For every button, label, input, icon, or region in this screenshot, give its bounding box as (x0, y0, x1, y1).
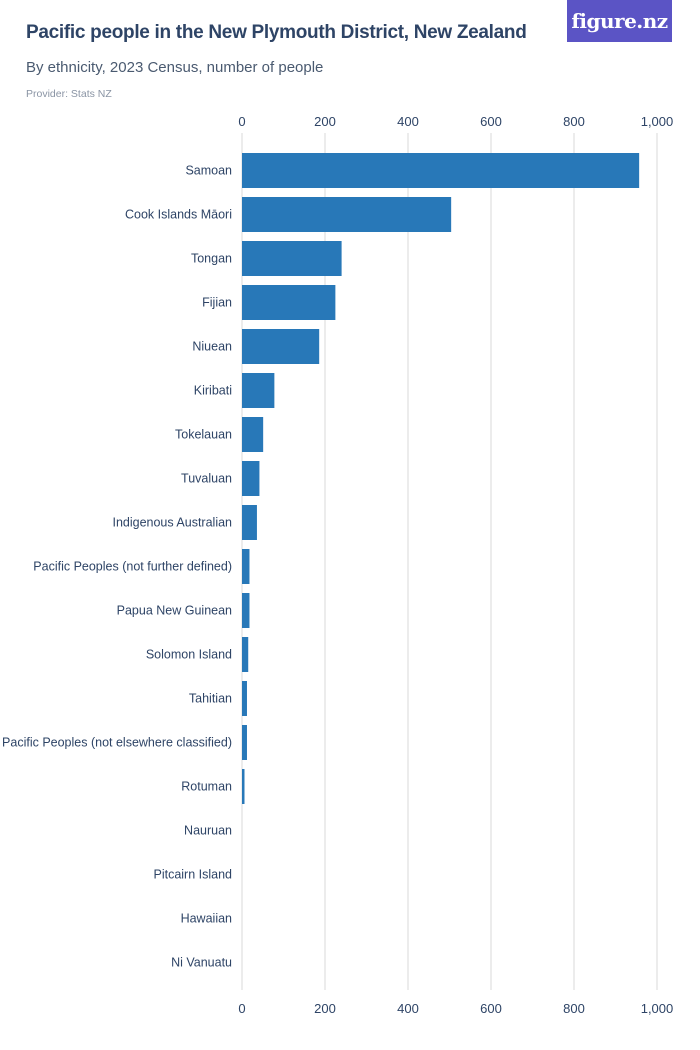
category-label: Rotuman (181, 780, 232, 794)
category-label: Papua New Guinean (117, 604, 232, 618)
bar (242, 197, 452, 232)
category-label: Tuvaluan (181, 472, 232, 486)
bar (242, 153, 640, 188)
top-tick-label: 600 (480, 114, 502, 129)
category-label: Tokelauan (175, 428, 232, 442)
bar (242, 417, 264, 452)
bar (242, 549, 250, 584)
top-axis: 0 200 400 600 800 1,000 (238, 114, 673, 129)
category-label: Tahitian (189, 692, 232, 706)
top-tick-label: 400 (397, 114, 419, 129)
top-tick-label: 1,000 (641, 114, 674, 129)
category-label: Tongan (191, 252, 232, 266)
category-label: Nauruan (184, 824, 232, 838)
category-label: Solomon Island (146, 648, 232, 662)
bar (242, 505, 257, 540)
top-tick-label: 200 (314, 114, 336, 129)
category-label: Pacific Peoples (not elsewhere classifie… (2, 736, 232, 750)
category-label: Indigenous Australian (112, 516, 232, 530)
bar (242, 725, 247, 760)
bar (242, 329, 320, 364)
bottom-tick-label: 200 (314, 1001, 336, 1016)
category-label: Niuean (192, 340, 232, 354)
bar (242, 373, 275, 408)
category-label: Hawaiian (181, 912, 232, 926)
bottom-axis: 0 200 400 600 800 1,000 (238, 1001, 673, 1016)
bars (242, 153, 640, 804)
bottom-tick-label: 400 (397, 1001, 419, 1016)
bar (242, 285, 336, 320)
bar (242, 681, 247, 716)
chart-subtitle: By ethnicity, 2023 Census, number of peo… (26, 59, 324, 76)
bar (242, 593, 250, 628)
chart-title: Pacific people in the New Plymouth Distr… (26, 22, 527, 43)
bar (242, 241, 342, 276)
category-label: Fijian (202, 296, 232, 310)
bar (242, 769, 245, 804)
bottom-tick-label: 600 (480, 1001, 502, 1016)
bottom-tick-label: 1,000 (641, 1001, 674, 1016)
bar (242, 461, 260, 496)
category-label: Samoan (185, 164, 232, 178)
figure-nz-logo[interactable]: figure.nz (567, 0, 672, 42)
category-label: Kiribati (194, 384, 232, 398)
bar (242, 637, 249, 672)
category-label: Ni Vanuatu (171, 956, 232, 970)
bottom-tick-label: 800 (563, 1001, 585, 1016)
category-labels: Samoan Cook Islands Māori Tongan Fijian Niue… (2, 164, 232, 970)
category-label: Pitcairn Island (153, 868, 232, 882)
top-tick-label: 800 (563, 114, 585, 129)
category-label: Cook Islands Māori (125, 208, 232, 222)
top-tick-label: 0 (238, 114, 245, 129)
category-label: Pacific Peoples (not further defined) (33, 560, 232, 574)
bottom-tick-label: 0 (238, 1001, 245, 1016)
provider-label: Provider: Stats NZ (26, 88, 112, 100)
